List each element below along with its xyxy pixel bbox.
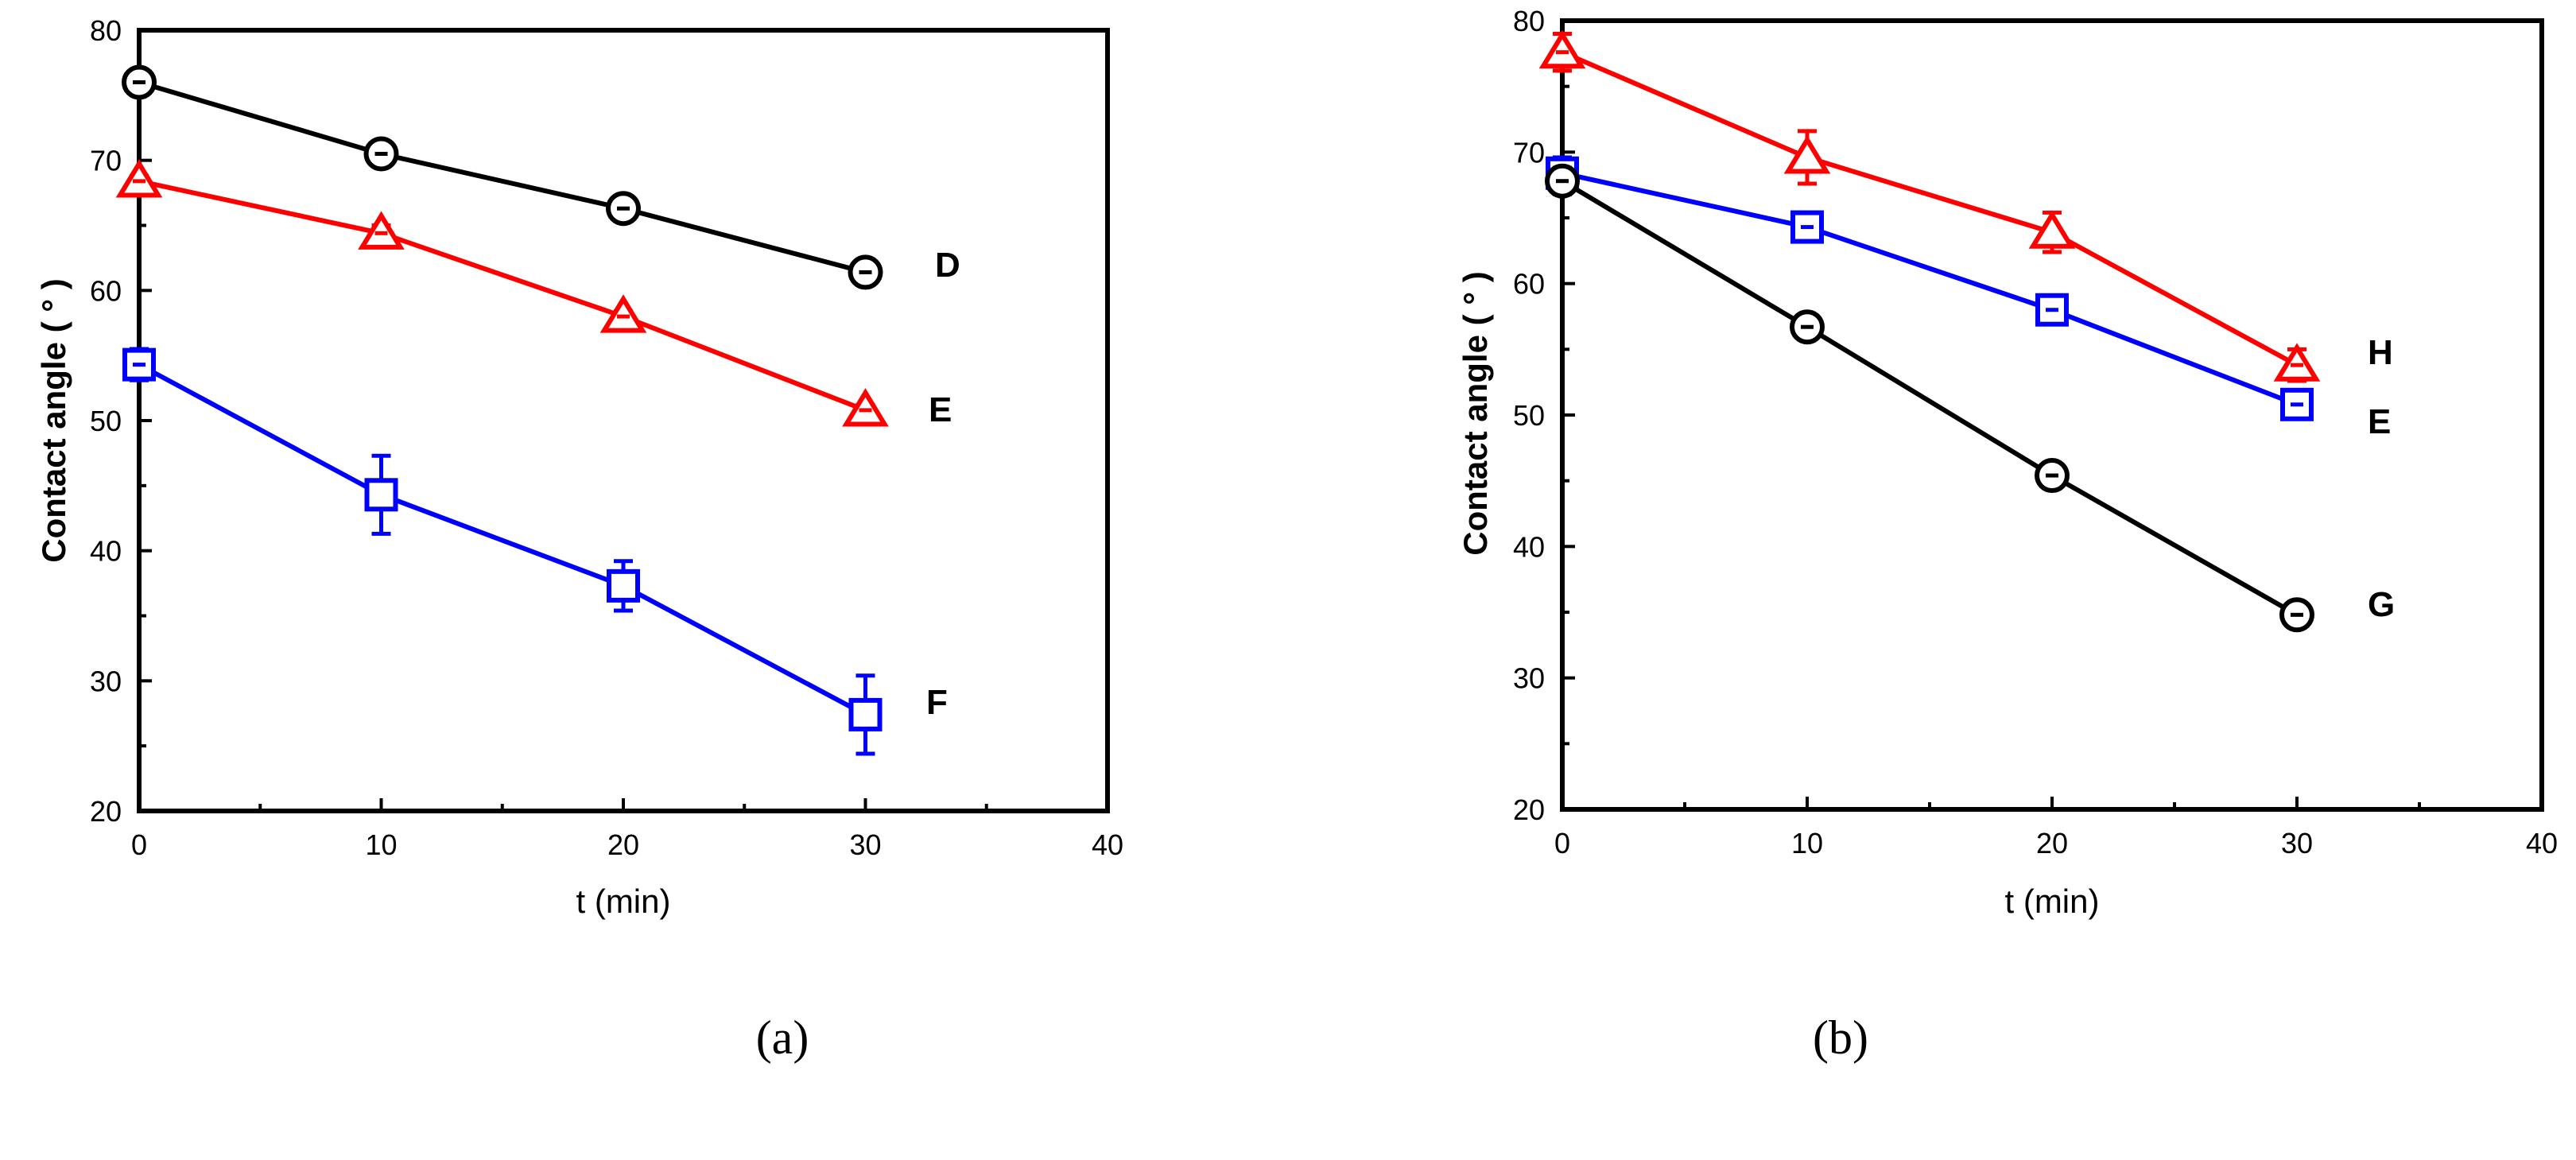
y-tick-label: 60 bbox=[90, 274, 122, 307]
series-line-E bbox=[138, 178, 867, 413]
x-tick-label: 40 bbox=[2526, 827, 2558, 859]
x-tick-label: 0 bbox=[131, 828, 147, 861]
x-tick-label: 0 bbox=[1554, 827, 1570, 859]
y-tick-label: 40 bbox=[90, 535, 122, 568]
y-tick-label: 80 bbox=[90, 14, 122, 47]
series-label-E: E bbox=[2368, 402, 2391, 441]
series-E: E bbox=[115, 159, 952, 429]
data-point-F-10 bbox=[364, 478, 398, 512]
data-point-F-30 bbox=[848, 697, 883, 731]
data-point-H-20 bbox=[2028, 210, 2076, 249]
series-line-F bbox=[138, 362, 867, 717]
x-tick-label: 30 bbox=[849, 828, 881, 861]
series-E: E bbox=[1546, 155, 2391, 441]
x-axis-title-a: t (min) bbox=[576, 883, 671, 920]
y-tick-label: 30 bbox=[90, 665, 122, 697]
y-axis-title-a: Contact angle ( ° ) bbox=[35, 278, 72, 562]
plot-frame-b bbox=[1560, 18, 2544, 812]
y-tick-label: 60 bbox=[1513, 268, 1545, 301]
series-label-E: E bbox=[929, 390, 952, 429]
chart-panel-b: 0 10 20 30 40 20 30 40 50 60 70 80 t (min) Contact … bbox=[1457, 5, 2558, 1064]
y-tick-label: 20 bbox=[90, 795, 122, 828]
series-line-H bbox=[1561, 49, 2299, 367]
y-tick-label: 80 bbox=[1513, 5, 1545, 37]
axis-ticks-a: 0 10 20 30 40 20 30 40 50 60 70 80 bbox=[90, 14, 1123, 861]
x-tick-label: 20 bbox=[607, 828, 639, 861]
plot-frame-a bbox=[137, 28, 1110, 813]
y-axis-title-b: Contact angle ( ° ) bbox=[1457, 271, 1494, 555]
data-point-F-20 bbox=[607, 568, 640, 603]
series-line-D bbox=[138, 80, 867, 275]
series-group-a: D E F bbox=[115, 64, 960, 756]
y-tick-label: 20 bbox=[1513, 793, 1545, 826]
series-group-b: HE G bbox=[1538, 29, 2395, 633]
y-tick-label: 70 bbox=[90, 145, 122, 177]
chart-panel-a: 0 10 20 30 40 20 30 40 50 60 70 80 t (min) Contact … bbox=[35, 14, 1123, 1064]
y-tick-label: 30 bbox=[1513, 662, 1545, 695]
x-tick-label: 40 bbox=[1092, 828, 1123, 861]
series-line-E bbox=[1562, 170, 2299, 407]
series-F: F bbox=[122, 347, 948, 756]
series-label-F: F bbox=[926, 683, 948, 722]
series-H: H bbox=[1538, 29, 2393, 383]
series-line-G bbox=[1561, 179, 2299, 617]
series-D: D bbox=[122, 64, 960, 290]
panel-label-b: (b) bbox=[1813, 1011, 1868, 1064]
y-tick-label: 50 bbox=[90, 405, 122, 437]
y-tick-label: 50 bbox=[1513, 399, 1545, 432]
data-point-E-30 bbox=[2280, 387, 2314, 421]
series-G: G bbox=[1545, 163, 2395, 633]
x-axis-title-b: t (min) bbox=[2005, 883, 2100, 920]
series-label-G: G bbox=[2368, 585, 2395, 624]
axis-ticks-b: 0 10 20 30 40 20 30 40 50 60 70 80 bbox=[1513, 5, 2558, 859]
x-tick-label: 20 bbox=[2036, 827, 2068, 859]
data-point-H-10 bbox=[1783, 135, 1831, 174]
series-label-H: H bbox=[2368, 333, 2393, 372]
x-tick-label: 30 bbox=[2281, 827, 2313, 859]
panel-label-a: (a) bbox=[756, 1011, 809, 1064]
y-tick-label: 70 bbox=[1513, 136, 1545, 169]
series-label-D: D bbox=[935, 246, 960, 285]
y-tick-label: 40 bbox=[1513, 530, 1545, 563]
x-tick-label: 10 bbox=[1791, 827, 1823, 859]
x-tick-label: 10 bbox=[365, 828, 397, 861]
